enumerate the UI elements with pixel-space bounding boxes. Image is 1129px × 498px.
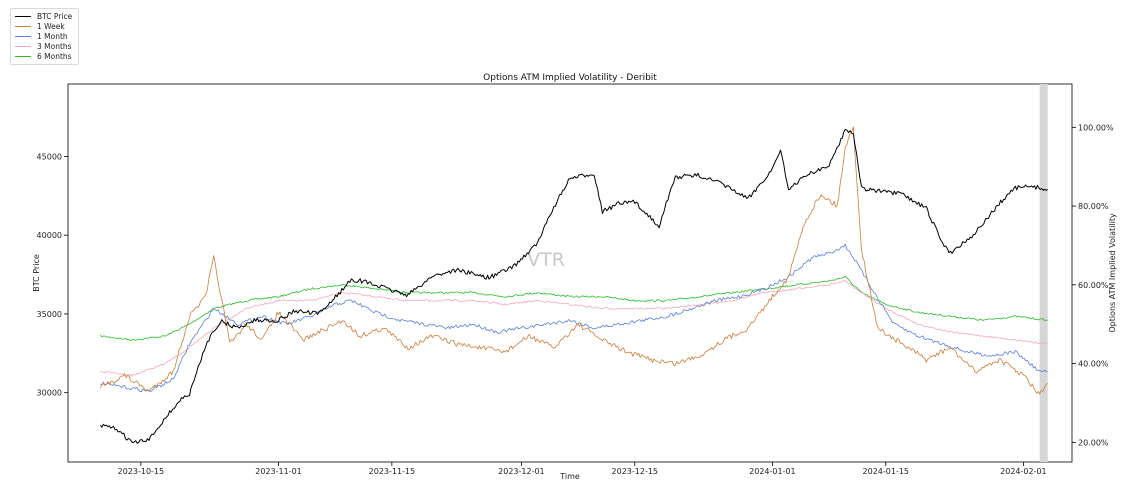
x-tick-label: 2024-01-01	[749, 467, 796, 476]
series-line	[100, 128, 1048, 444]
x-tick-label: 2024-01-15	[863, 467, 910, 476]
y-axis-left-title: BTC Price	[32, 254, 41, 292]
legend-item: 6 Months	[15, 52, 72, 62]
legend-label: 1 Month	[37, 31, 68, 41]
shaded-region	[1039, 84, 1048, 462]
y-right-tick-label: 80.00%	[1078, 202, 1109, 211]
y-left-tick-label: 35000	[37, 310, 62, 319]
legend-label: 1 Week	[37, 21, 65, 31]
legend-swatch	[15, 46, 31, 48]
x-tick-label: 2023-11-01	[255, 467, 302, 476]
shaded-band	[1039, 84, 1048, 462]
legend-label: 6 Months	[37, 52, 72, 62]
series-line	[100, 280, 1048, 377]
series-line	[100, 126, 1048, 395]
y-axis-right-ticks: 20.00% 40.00% 60.00% 80.00% 100.00%	[1072, 123, 1114, 447]
y-right-tick-label: 20.00%	[1078, 438, 1109, 447]
y-left-tick-label: 30000	[37, 389, 62, 398]
x-tick-label: 2023-10-15	[118, 467, 165, 476]
series-lines	[100, 126, 1048, 444]
series-line	[100, 275, 1048, 341]
y-right-tick-label: 40.00%	[1078, 360, 1109, 369]
legend-swatch	[15, 25, 31, 27]
watermark: VTR	[527, 249, 565, 271]
y-axis-left-ticks: 30000 35000 40000 45000	[37, 152, 68, 398]
legend-item: 1 Week	[15, 21, 72, 31]
y-right-tick-label: 60.00%	[1078, 281, 1109, 290]
legend-item: BTC Price	[15, 11, 72, 21]
legend-item: 3 Months	[15, 42, 72, 52]
x-axis-ticks: 2023-10-15 2023-11-01 2023-11-15 2023-12-01…	[118, 462, 1047, 476]
legend-swatch	[15, 35, 31, 37]
y-left-tick-label: 45000	[37, 152, 62, 161]
legend-swatch	[15, 56, 31, 58]
legend: BTC Price 1 Week 1 Month 3 Months 6 Mont…	[10, 8, 80, 65]
legend-item: 1 Month	[15, 31, 72, 41]
legend-swatch	[15, 15, 31, 17]
x-tick-label: 2023-12-01	[498, 467, 545, 476]
x-axis-title: Time	[559, 472, 580, 481]
legend-label: 3 Months	[37, 42, 72, 52]
x-tick-label: 2024-02-01	[1000, 467, 1047, 476]
y-right-tick-label: 100.00%	[1078, 123, 1114, 132]
series-line	[100, 243, 1048, 393]
legend-label: BTC Price	[37, 11, 73, 21]
x-tick-label: 2023-11-15	[369, 467, 416, 476]
plot-area-frame	[67, 83, 1073, 463]
x-tick-label: 2023-12-15	[612, 467, 659, 476]
y-left-tick-label: 40000	[37, 231, 62, 240]
chart-title: Options ATM Implied Volatility - Deribit	[483, 73, 657, 83]
y-axis-right-title: Options ATM Implied Volatility	[1108, 213, 1117, 333]
